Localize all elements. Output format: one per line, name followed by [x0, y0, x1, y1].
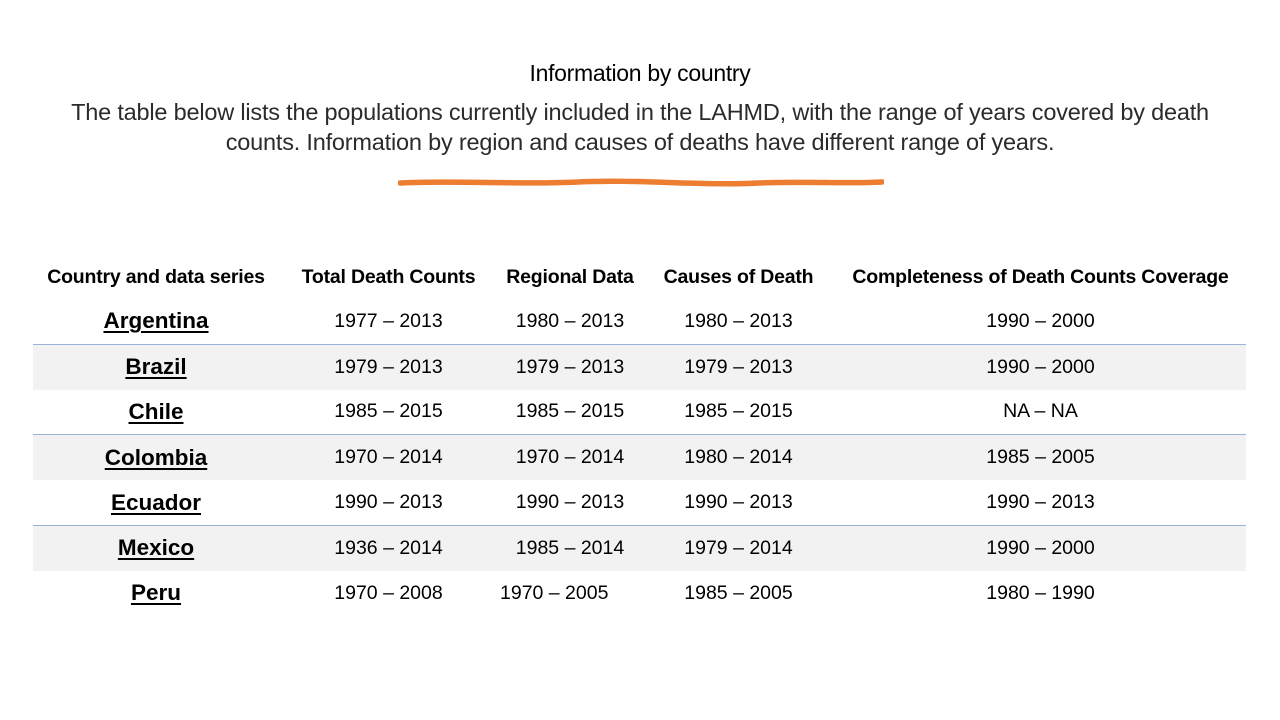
- country-cell: Peru: [33, 571, 279, 616]
- country-cell: Ecuador: [33, 480, 279, 525]
- country-cell: Argentina: [33, 299, 279, 344]
- completeness-cell: 1985 – 2005: [835, 434, 1246, 481]
- completeness-cell: 1990 – 2000: [986, 309, 1095, 332]
- table-row: Mexico 1936 – 2014 1985 – 2014 1979 – 20…: [33, 524, 1246, 571]
- orange-brush-divider: [398, 178, 884, 187]
- country-link-peru[interactable]: Peru: [130, 580, 182, 606]
- header-total-death-counts: Total Death Counts: [301, 265, 476, 288]
- slide-subtitle: The table below lists the populations cu…: [71, 99, 1209, 155]
- total-cell: 1985 – 2015: [334, 400, 443, 423]
- regional-cell: 1970 – 2005: [500, 581, 609, 604]
- causes-cell: 1990 – 2013: [684, 491, 793, 514]
- table-row: Ecuador 1990 – 2013 1990 – 2013 1990 – 2…: [33, 480, 1246, 525]
- table-row: Colombia 1970 – 2014 1970 – 2014 1980 – …: [33, 434, 1246, 481]
- country-cell: Mexico: [33, 524, 279, 571]
- country-table: Country and data series Total Death Coun…: [33, 255, 1246, 616]
- table-row: Argentina 1977 – 2013 1980 – 2013 1980 –…: [33, 299, 1246, 344]
- total-cell: 1936 – 2014: [279, 524, 498, 571]
- causes-cell: 1980 – 2013: [684, 309, 793, 332]
- table-row: Peru 1970 – 2008 1970 – 2005 1985 – 2005…: [33, 571, 1246, 616]
- country-link-ecuador[interactable]: Ecuador: [110, 489, 202, 515]
- causes-cell: 1985 – 2015: [684, 400, 793, 423]
- completeness-cell: 1980 – 1990: [986, 581, 1095, 604]
- country-cell: Chile: [33, 390, 279, 435]
- completeness-cell: NA – NA: [1003, 400, 1078, 423]
- regional-cell: 1979 – 2013: [498, 343, 642, 390]
- country-link-colombia[interactable]: Colombia: [104, 444, 208, 470]
- table-header-row: Country and data series Total Death Coun…: [33, 255, 1246, 299]
- causes-cell: 1979 – 2013: [642, 343, 835, 390]
- table-row: Chile 1985 – 2015 1985 – 2015 1985 – 201…: [33, 390, 1246, 435]
- country-link-mexico[interactable]: Mexico: [117, 535, 195, 561]
- country-link-argentina[interactable]: Argentina: [103, 308, 209, 334]
- country-cell: Brazil: [33, 343, 279, 390]
- causes-cell: 1985 – 2005: [684, 581, 793, 604]
- regional-cell: 1990 – 2013: [515, 491, 625, 514]
- header-country: Country and data series: [47, 265, 265, 288]
- completeness-cell: 1990 – 2000: [835, 343, 1246, 390]
- total-cell: 1979 – 2013: [279, 343, 498, 390]
- total-cell: 1970 – 2014: [279, 434, 498, 481]
- country-link-chile[interactable]: Chile: [128, 398, 184, 424]
- slide-title: Information by country: [529, 60, 751, 86]
- country-link-brazil[interactable]: Brazil: [125, 354, 187, 380]
- table-row: Brazil 1979 – 2013 1979 – 2013 1979 – 20…: [33, 343, 1246, 390]
- regional-cell: 1980 – 2013: [515, 309, 625, 332]
- country-cell: Colombia: [33, 434, 279, 481]
- regional-cell: 1985 – 2014: [498, 524, 642, 571]
- regional-cell: 1970 – 2014: [498, 434, 642, 481]
- completeness-cell: 1990 – 2013: [986, 491, 1095, 514]
- header-completeness: Completeness of Death Counts Coverage: [852, 265, 1229, 288]
- header-causes-of-death: Causes of Death: [663, 265, 814, 288]
- completeness-cell: 1990 – 2000: [835, 524, 1246, 571]
- header-regional-data: Regional Data: [506, 265, 634, 288]
- causes-cell: 1980 – 2014: [642, 434, 835, 481]
- total-cell: 1977 – 2013: [334, 309, 443, 332]
- total-cell: 1990 – 2013: [334, 491, 443, 514]
- regional-cell: 1985 – 2015: [515, 400, 625, 423]
- total-cell: 1970 – 2008: [334, 581, 443, 604]
- causes-cell: 1979 – 2014: [642, 524, 835, 571]
